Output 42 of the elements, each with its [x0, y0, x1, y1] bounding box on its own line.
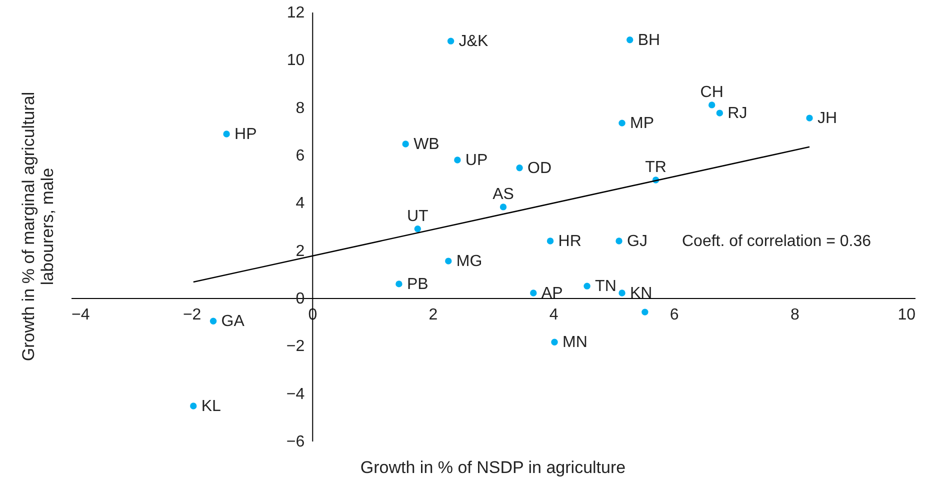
annotation: GA [221, 313, 245, 330]
annotation: OD [528, 160, 552, 177]
annotation: WB [414, 136, 440, 154]
y-tick-label: 12 [286, 4, 305, 22]
y-tick-label: −2 [286, 338, 305, 356]
x-tick-label: 2 [428, 306, 438, 324]
annotation: CH [700, 84, 724, 101]
annotation: AP [541, 284, 563, 302]
annotation: Coeft. of correlation = 0.36 [682, 233, 872, 250]
annotation: MG [456, 253, 482, 270]
annotation: RJ [728, 105, 748, 122]
annotation: AS [492, 186, 514, 203]
annotation: GJ [626, 233, 648, 250]
y-tick-label: 10 [286, 52, 305, 70]
annotation: UP [465, 152, 488, 170]
annotation: PB [406, 276, 428, 293]
annotation: KL [201, 398, 222, 415]
x-tick-label: −2 [182, 306, 202, 324]
annotation: UT [406, 208, 429, 225]
x-tick-label: −4 [72, 306, 90, 324]
y-tick-label: 6 [296, 148, 305, 164]
annotation: JH [818, 110, 838, 128]
annotation: TR [645, 159, 666, 176]
y-tick-label: 2 [296, 242, 305, 260]
x-tick-label: 6 [670, 306, 679, 324]
annotation: HR [558, 233, 582, 250]
x-tick-label: 4 [549, 306, 558, 324]
annotation: MN [562, 334, 588, 352]
annotation: TN [595, 278, 616, 296]
y-tick-label: −6 [286, 434, 305, 450]
annotation: HP [234, 126, 257, 144]
x-axis-title: Growth in % of NSDP in agriculture [360, 458, 626, 477]
y-tick-label: 4 [296, 195, 305, 212]
x-tick-label: 8 [790, 306, 800, 324]
annotation: BH [638, 32, 660, 49]
y-tick-label: −4 [286, 386, 305, 403]
y-tick-label: 8 [296, 100, 305, 117]
annotation: KN [630, 284, 652, 302]
x-tick-label: 10 [898, 306, 916, 324]
annotation: J&K [458, 33, 488, 50]
y-axis-title: Growth in % of marginal agricultural labourers, male [19, 92, 57, 362]
annotation: MP [630, 115, 654, 132]
